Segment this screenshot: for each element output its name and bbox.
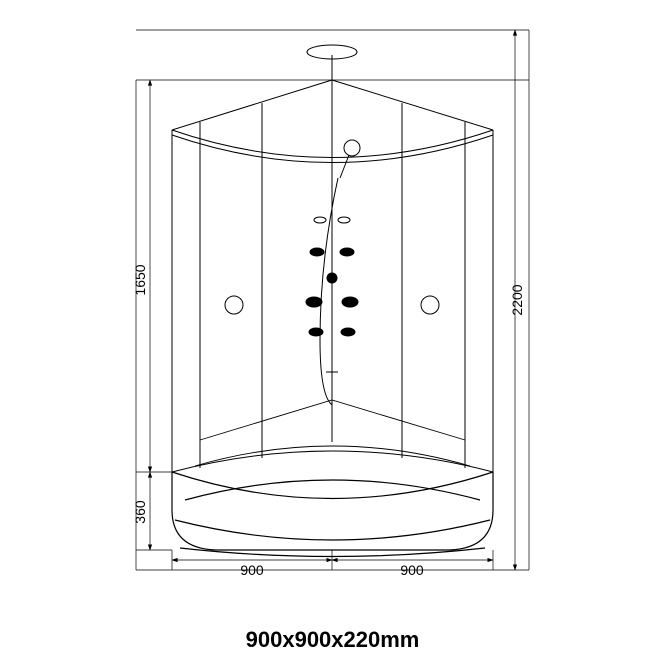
dim-left-base: 360 (132, 500, 148, 524)
jet-icon (306, 297, 322, 307)
mixer-knob-icon (327, 273, 337, 283)
shower-cabin-drawing: 1650 360 2200 900 900 (0, 0, 665, 665)
jet-icon (342, 297, 358, 307)
dim-bottom-left: 900 (240, 562, 264, 578)
dimension-labels: 1650 360 2200 900 900 (132, 264, 525, 578)
jet-icon (340, 248, 354, 256)
jet-icon (309, 328, 323, 336)
shower-column (306, 140, 360, 405)
dim-left-cabin: 1650 (132, 264, 148, 295)
cabin-body (172, 45, 493, 472)
door-handle-left-icon (225, 296, 243, 314)
handheld-shower-head-icon (344, 140, 360, 156)
jet-icon (310, 248, 324, 256)
dim-bottom-right: 900 (400, 562, 424, 578)
door-handle-right-icon (421, 296, 439, 314)
dim-right-total: 2200 (509, 284, 525, 315)
caption-label: 900x900x220mm (0, 627, 665, 653)
jet-icon (341, 328, 355, 336)
